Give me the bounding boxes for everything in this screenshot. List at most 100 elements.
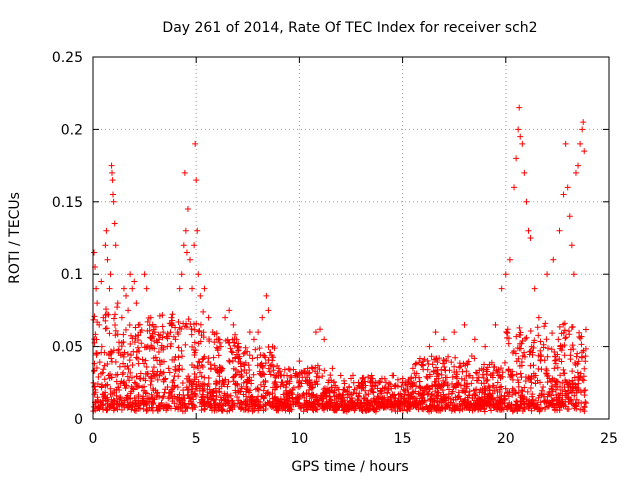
data-point [449,388,456,395]
data-point [447,395,454,402]
data-point [530,362,537,369]
data-point [436,355,443,362]
data-point [172,363,179,370]
data-point [535,352,542,359]
data-point [561,352,568,359]
data-point [407,383,414,390]
data-point [249,401,256,408]
x-tick-label: 0 [89,431,98,447]
data-point [531,337,538,344]
data-point [199,380,206,387]
data-point [562,334,569,341]
data-point [258,393,265,400]
data-point [199,398,206,405]
data-point [448,359,455,366]
data-point [556,227,563,234]
data-point [557,343,564,350]
data-point [274,362,281,369]
data-point [446,367,453,374]
data-point [180,392,187,399]
data-point [391,394,398,401]
data-point [413,397,420,404]
data-point [549,383,556,390]
data-point [306,379,313,386]
data-point [133,373,140,380]
data-point [248,380,255,387]
data-point [344,394,351,401]
data-point [114,300,121,307]
data-point [518,374,525,381]
data-point [276,368,283,375]
data-point [286,380,293,387]
data-point [147,381,154,388]
data-point [567,352,574,359]
data-point [477,403,484,410]
data-point [341,407,348,414]
data-point [549,330,556,337]
data-point [370,389,377,396]
data-point [190,346,197,353]
data-point [551,404,558,411]
data-point [126,377,133,384]
data-point [217,401,224,408]
data-point [296,380,303,387]
data-point [542,320,549,327]
data-point [416,355,423,362]
data-point [191,371,198,378]
data-point [191,339,198,346]
data-point [538,366,545,373]
data-point [136,375,143,382]
grid-lines [93,57,609,419]
data-point [469,395,476,402]
data-point [357,400,364,407]
data-point [424,366,431,373]
data-point [164,402,171,409]
data-point [142,370,149,377]
data-point [374,385,381,392]
data-point [444,401,451,408]
data-point [536,408,543,415]
data-point [349,372,356,379]
data-point [498,383,505,390]
data-point [517,397,524,404]
data-point [235,389,242,396]
data-point [170,333,177,340]
data-point [101,376,108,383]
data-point [222,314,229,321]
data-point [104,394,111,401]
data-point [575,376,582,383]
data-point [178,271,185,278]
data-point [431,397,438,404]
data-point [526,403,533,410]
data-point [251,397,258,404]
data-point [243,370,250,377]
data-point [578,400,585,407]
data-point [375,398,382,405]
data-point [127,352,134,359]
data-point [338,402,345,409]
data-point [496,406,503,413]
data-point [342,401,349,408]
data-point [478,365,485,372]
data-point [197,369,204,376]
data-point [356,390,363,397]
data-point [527,385,534,392]
data-point [262,392,269,399]
data-point [242,388,249,395]
data-point [556,323,563,330]
data-point [266,349,273,356]
data-point [217,364,224,371]
data-point [519,140,526,147]
data-point [527,348,534,355]
data-point [456,360,463,367]
data-point [225,378,232,385]
data-point [224,383,231,390]
data-point [249,355,256,362]
data-point [445,391,452,398]
data-point [530,402,537,409]
data-point [369,382,376,389]
data-point [184,405,191,412]
data-point [212,404,219,411]
data-point [509,385,516,392]
data-point [537,405,544,412]
